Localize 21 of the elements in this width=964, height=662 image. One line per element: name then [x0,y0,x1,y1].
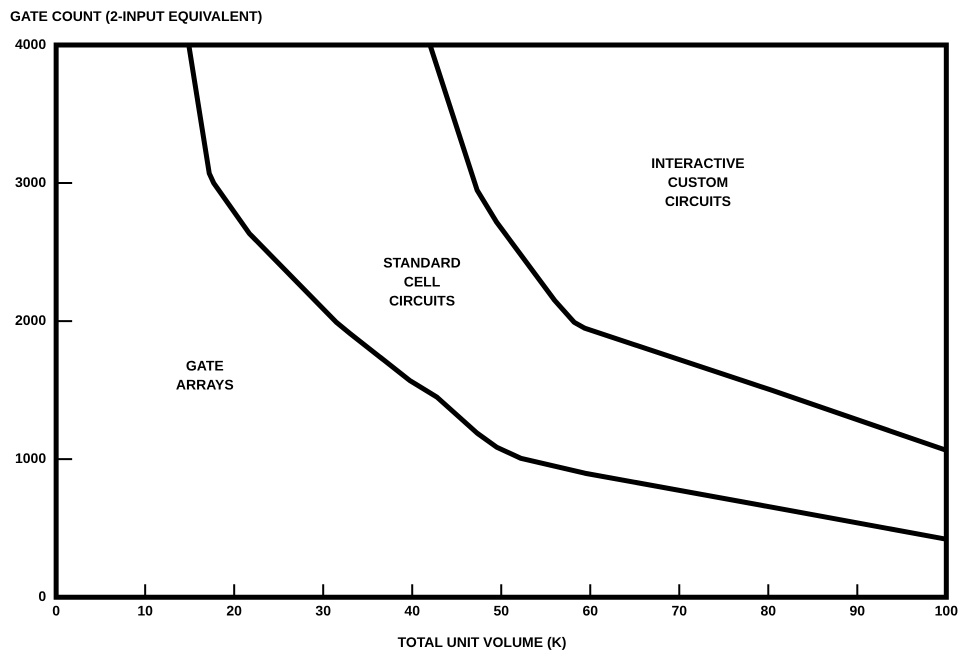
x-tick-label: 100 [934,602,958,618]
x-tick-label: 70 [671,602,688,618]
annotation: INTERACTIVE CUSTOM CIRCUITS [651,154,745,209]
x-tick-label: 20 [226,602,242,618]
x-tick-label: 80 [760,602,776,618]
y-tick-label: 4000 [14,36,46,52]
annotation: GATE ARRAYS [176,358,234,393]
x-tick-label: 90 [850,602,866,618]
y-tick-label: 1000 [14,450,46,466]
y-tick-label: 0 [38,588,46,604]
y-axis-title: GATE COUNT (2-INPUT EQUIVALENT) [10,8,262,24]
x-tick-label: 10 [137,602,154,618]
x-tick-label: 30 [315,602,332,618]
annotation: STANDARD CELL CIRCUITS [383,254,461,308]
x-tick-label: 60 [582,602,598,618]
x-tick-label: 40 [404,602,420,618]
x-tick-label: 0 [52,602,60,618]
x-tick-label: 50 [493,602,510,618]
y-tick-label: 3000 [14,174,46,190]
y-tick-label: 2000 [14,312,46,328]
x-axis-title: TOTAL UNIT VOLUME (K) [396,634,568,650]
